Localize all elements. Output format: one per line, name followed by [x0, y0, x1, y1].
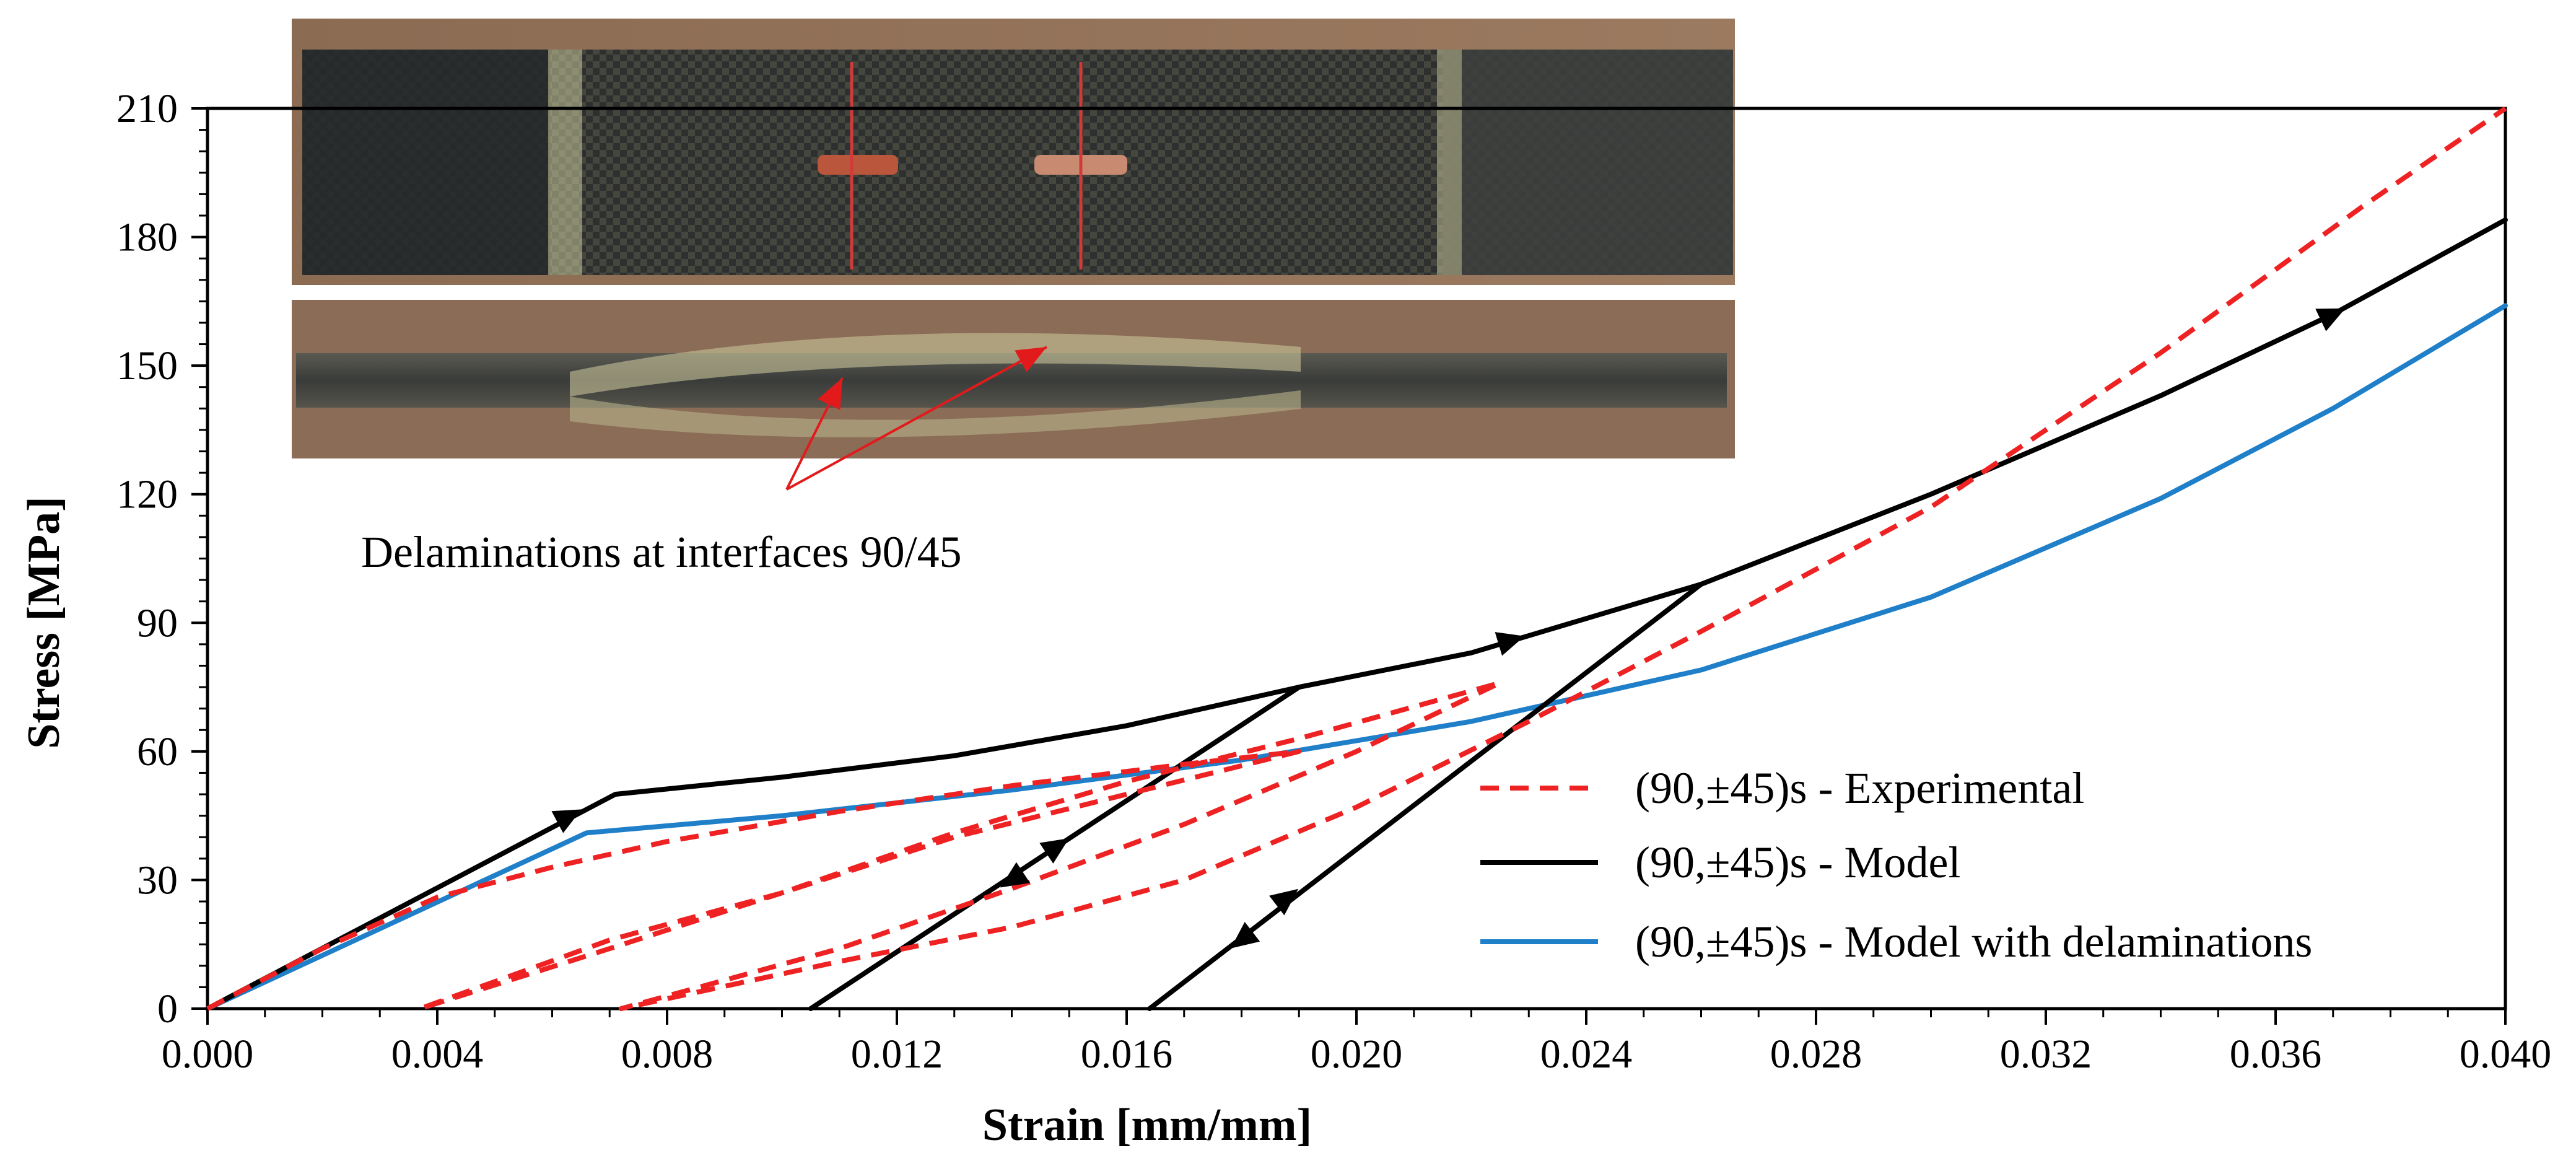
x-tick-label: 0.008 [621, 1032, 714, 1077]
x-tick-label: 0.028 [1770, 1032, 1862, 1077]
y-tick-label: 210 [116, 86, 178, 131]
x-axis-title: Strain [mm/mm] [982, 1100, 1312, 1151]
x-tick-label: 0.004 [391, 1032, 484, 1077]
fiber-edge-left [548, 50, 582, 275]
x-tick-label: 0.000 [162, 1032, 254, 1077]
annotation-text: Delaminations at interfaces 90/45 [361, 527, 962, 577]
y-tick-label: 60 [137, 729, 178, 774]
x-tick-label: 0.020 [1311, 1032, 1403, 1077]
y-tick-label: 120 [116, 472, 178, 517]
x-tick-label: 0.036 [2230, 1032, 2322, 1077]
y-tick-label: 0 [157, 986, 178, 1032]
photo-separator [292, 285, 1735, 300]
specimen-grip-right [1443, 50, 1733, 275]
x-tick-label: 0.024 [1540, 1032, 1633, 1077]
x-tick-label: 0.040 [2460, 1032, 2552, 1077]
y-tick-label: 30 [137, 857, 178, 903]
y-tick-label: 150 [116, 343, 178, 388]
y-tick-label: 90 [137, 600, 178, 646]
x-tick-label: 0.016 [1081, 1032, 1173, 1077]
legend: (90,±45)s - Experimental (90,±45)s - Mod… [1443, 737, 2505, 997]
x-tick-label: 0.032 [2000, 1032, 2092, 1077]
model-direction-arrow [552, 809, 582, 833]
specimen-photo [292, 19, 1735, 458]
model-direction-arrow [1495, 632, 1525, 655]
fiber-edge-right [1437, 50, 1462, 275]
notch-left [818, 155, 898, 175]
model-direction-arrow [1039, 838, 1069, 864]
y-axis-title: Stress [MPa] [19, 496, 69, 749]
specimen-grip-left [302, 50, 550, 275]
y-tick-label: 180 [116, 215, 178, 260]
x-tick-label: 0.012 [851, 1032, 943, 1077]
